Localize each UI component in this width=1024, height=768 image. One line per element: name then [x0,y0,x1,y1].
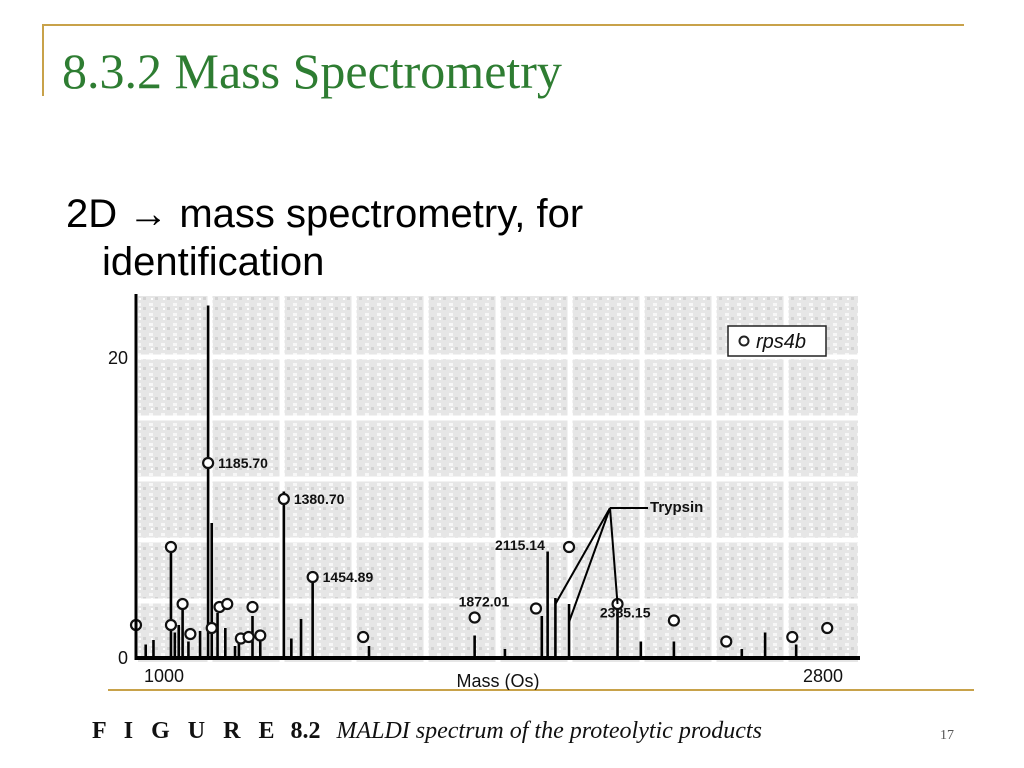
page-number: 17 [940,728,954,743]
peak-marker-circle [164,540,178,554]
caption-figure-word: F I G U R E [92,718,281,744]
left-rule [42,24,44,96]
trypsin-pointer-line [568,507,611,623]
mass-spectrum-chart: 1185.70 1380.70 1454.89 1872.01 2115.14 2385.… [108,294,860,690]
caption-figure-number: 8.2 [290,718,321,744]
bullet-line-1: 2D → mass spectrometry, for [66,192,584,236]
figure-caption: F I G U R E 8.2 MALDI spectrum of the pr… [92,718,762,745]
trypsin-label: Trypsin [650,499,703,516]
peak-marker-circle [468,611,481,624]
y-tick-label: 0 [118,648,128,668]
plot-grid [138,296,858,662]
peak-marker-circle [184,627,197,641]
peak-marker-circle [164,618,178,632]
x-tick-label: 1000 [144,666,184,686]
peak-marker-circle [720,635,733,648]
peak-marker-circle [205,621,218,635]
caption-cut-off-line [300,756,840,768]
trypsin-pointer-line [554,507,611,605]
bullet-line-2: identification [102,240,325,284]
peak-marker-circle [242,630,255,644]
top-rule [42,24,964,26]
legend-marker [738,335,750,347]
peak-marker-circle [277,492,290,506]
axes-layer: 0 20 1000 2800 [108,294,860,686]
legend-label: rps4b [756,331,806,353]
peak-marker-circle [254,629,267,642]
peak-mass-label: 1454.89 [323,569,374,585]
peak-marker-circle [202,456,215,470]
peak-marker-circle [306,570,319,584]
peak-mass-label: 2385.15 [600,605,651,621]
x-axis-label: Mass (Os) [457,671,540,690]
peak-marker-circle [529,602,543,615]
x-tick-label: 2800 [803,666,843,686]
peak-marker-circle [821,621,834,635]
peak-marker-circle [176,597,189,611]
peak-mass-label: 1872.01 [459,594,510,610]
legend-box [727,325,827,357]
peak-mass-label: 1185.70 [218,455,268,471]
slide-title: 8.3.2 Mass Spectrometry [62,43,562,99]
trypsin-annotation: Trypsin [554,499,703,623]
peak-mass-label: 2115.14 [495,537,545,553]
trypsin-pointer-line [609,507,619,605]
peak-marker-circle [221,597,234,611]
peak-mass-label: 1380.70 [294,491,345,507]
caption-description: MALDI spectrum of the proteolytic produc… [336,718,762,744]
peak-marker-circle [246,600,259,614]
peak-marker-circle [667,614,680,627]
peak-marker-circle [562,540,576,554]
bottom-rule [108,689,974,691]
y-tick-label: 20 [108,348,128,368]
peak-marker-circle [357,630,370,644]
bullet-text: 2D → mass spectrometry, for identificati… [66,190,786,286]
peaks-layer [134,305,798,658]
legend: rps4b [727,325,827,357]
peak-marker-circle [786,630,799,644]
